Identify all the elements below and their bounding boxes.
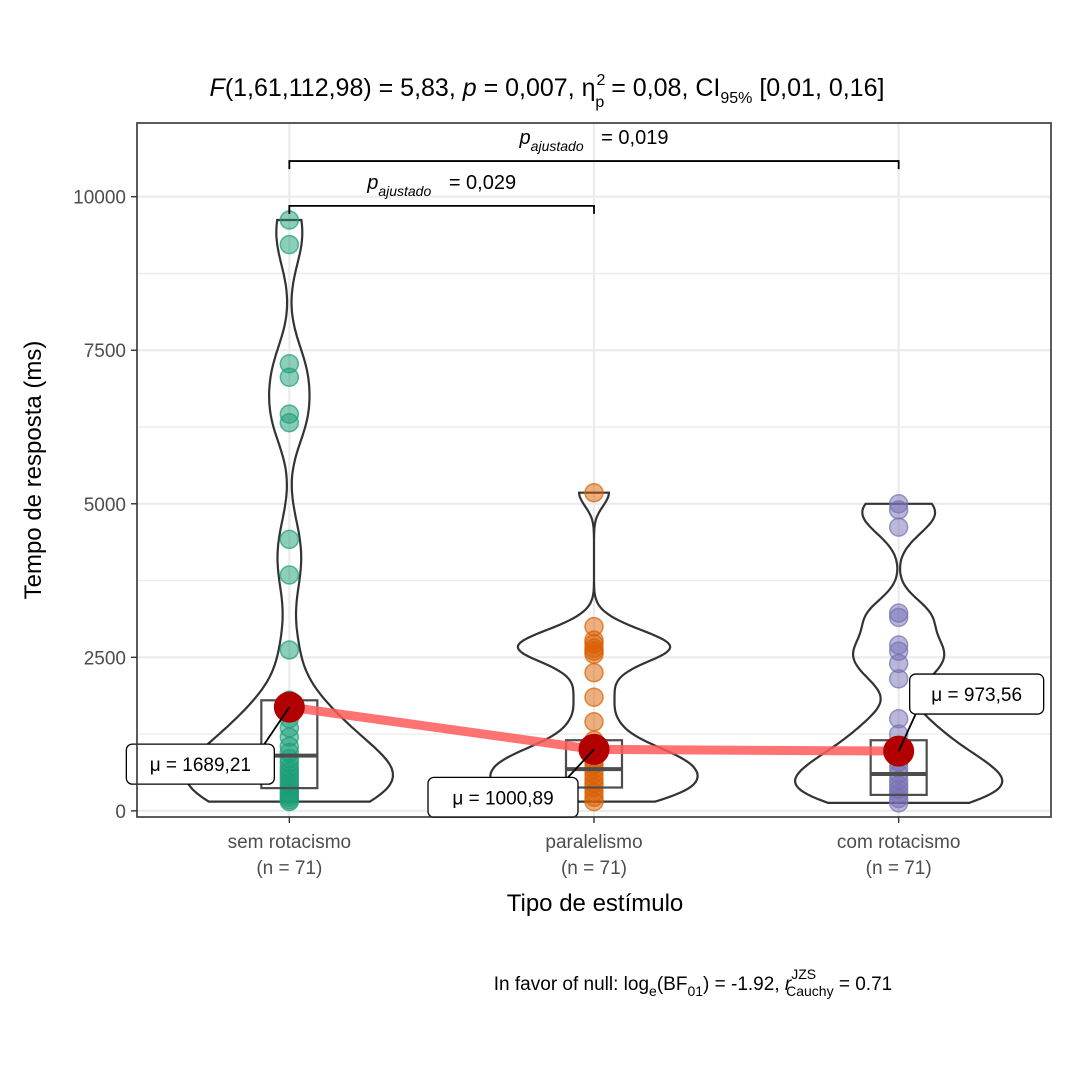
y-tick-label: 7500 [84,341,126,362]
footer-bf-sub: 01 [687,983,703,999]
title-p: p [462,74,477,102]
mean-label-box [909,673,1045,715]
footer-r-val: = 0.71 [834,974,893,995]
comparison-bracket [288,205,595,214]
x-tick-label: sem rotacismo [228,832,352,853]
footer-r: r [785,974,792,995]
title-eta-sub: p [595,94,604,111]
violin-paralelismo [489,491,699,803]
axes: 0 2500 5000 7500 10000 sem rotacismo (n = 71) p… [73,188,960,879]
data-point [279,234,300,255]
y-tick-label: 5000 [84,495,126,516]
footer-r-sub: Cauchy [786,983,833,999]
title-ci-sub: 95% [720,90,752,107]
mean-label-text: μ = 973,56 [931,685,1022,706]
x-tick-sample-size: (n = 71) [256,858,322,879]
mean-label-leader [263,706,291,745]
data-point [279,791,300,812]
comparison-label: pajustado = 0,019 [519,127,669,154]
y-axis-title: Tempo de resposta (ms) [20,341,47,600]
data-point [584,791,604,812]
data-point [279,640,300,660]
mean-label-box [125,743,275,785]
x-tick-label: com rotacismo [837,832,961,853]
data-point [888,500,909,520]
title-eta-val: = 0,08, CI [604,74,720,102]
mean-label-text: μ = 1000,89 [452,788,553,809]
mean-label-text: μ = 1689,21 [150,755,251,776]
title-pval: = 0,007, [477,74,582,102]
data-point [584,644,604,664]
footer-prefix: In favor of null: log [494,974,649,995]
comparison-label-p: p [366,172,378,194]
data-point [888,669,909,689]
y-tick-label: 2500 [84,648,126,669]
comparison-label-value: = 0,019 [596,127,669,149]
data-point [584,687,604,707]
comparison-bracket [288,160,900,170]
data-point [888,517,909,537]
x-tick-sample-size: (n = 71) [561,858,627,879]
data-point [888,607,909,628]
title-eta-sup: 2 [597,72,606,89]
x-tick-label: paralelismo [545,832,642,853]
footer-bf-val: ) = -1.92, [703,974,785,995]
x-tick-sample-size: (n = 71) [866,858,932,879]
title-F: F [210,74,227,102]
data-point [279,529,300,550]
y-tick-label: 0 [115,802,126,823]
data-point [584,482,604,503]
title-eta: η [582,74,596,102]
mean-label-leader [897,713,917,752]
x-axis-title: Tipo de estímulo [507,890,684,917]
footer-note: In favor of null: loge(BF01) = -1.92, rJ… [494,966,892,999]
data-point [279,367,300,388]
mean-labels: μ = 1689,21 μ = 1000,89 μ = 973,56 [125,673,1045,819]
title-args: (1,61,112,98) = 5,83, [225,74,463,102]
violin-sem-rotacismo [184,218,395,803]
data-point [888,793,909,813]
footer-bf: (BF [657,974,688,995]
title-ci-val: [0,01, 0,16] [752,74,884,102]
data-point [279,412,300,433]
mean-label-leader [567,748,595,779]
data-point [584,662,604,683]
footer-log-sub: e [649,983,657,999]
comparison-label-sub: ajustado [531,138,584,154]
comparison-label-p: p [519,127,531,149]
comparison-label-value: = 0,029 [443,172,516,194]
y-tick-label: 10000 [73,188,126,209]
chart-title: F(1,61,112,98) = 5,83, p = 0,007, η2 p = … [210,72,885,111]
footer-r-sup: JZS [791,966,816,982]
data-point [279,565,300,585]
data-point [584,712,604,732]
comparison-label: pajustado = 0,029 [366,172,516,199]
comparison-label-sub: ajustado [378,183,431,199]
